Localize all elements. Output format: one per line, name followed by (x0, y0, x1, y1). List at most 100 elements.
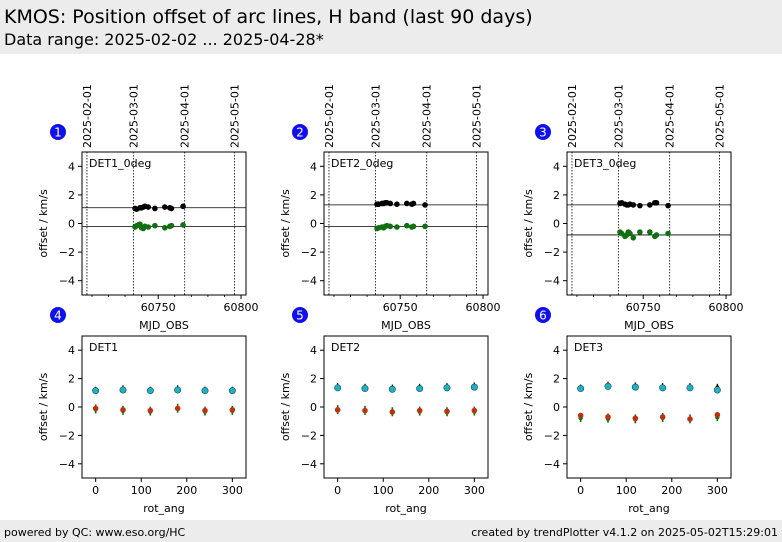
data-point-red (714, 412, 721, 418)
plot-frame (81, 151, 247, 296)
x-tick-label: 60750 (383, 301, 418, 314)
y-tick-label: −4 (544, 275, 560, 288)
y-tick-label: −2 (544, 246, 560, 259)
x-tick-label: 300 (464, 484, 485, 497)
y-tick-label: 0 (68, 401, 75, 414)
y-tick-label: 4 (553, 160, 560, 173)
data-point-cyan (92, 387, 100, 395)
data-point-cyan (659, 384, 667, 392)
y-axis-label: offset / km/s (37, 373, 50, 442)
data-point-black (387, 200, 394, 207)
data-point-black (653, 199, 660, 206)
date-marker-label: 2025-05-01 (713, 84, 726, 148)
footer-right-text: created by trendPlotter v4.1.2 on 2025-0… (471, 526, 778, 539)
data-point-red (120, 407, 126, 413)
data-point-black (630, 202, 637, 208)
data-point-green (404, 222, 410, 229)
x-tick-label: 0 (92, 484, 99, 497)
data-point-black (394, 201, 400, 207)
data-point-green (168, 222, 175, 229)
y-tick-label: 0 (553, 218, 560, 231)
data-point-cyan (334, 384, 342, 392)
x-tick-label: 60800 (709, 301, 744, 314)
y-tick-label: −4 (301, 458, 317, 471)
x-tick-label: 60800 (466, 301, 501, 314)
data-point-cyan (631, 383, 639, 391)
data-point-green (627, 230, 633, 237)
y-tick-label: −4 (59, 275, 75, 288)
data-point-red (334, 407, 341, 413)
plots-canvas: 1 2025-02-01 2025-03-01 2025-04-01 2025-05-0… (37, 84, 744, 515)
data-point-cyan (416, 385, 424, 393)
data-point-cyan (388, 385, 396, 393)
panel-4: 4 −4 −2 0 2 4 0 100 200 300 rot_ang offset / km/s DE… (37, 307, 247, 515)
data-point-black (180, 203, 186, 210)
panel-label: DET1 (89, 341, 118, 354)
data-point-red (416, 407, 423, 414)
panel-2: 2 2025-02-01 2025-03-01 2025-04-01 2025-05-0… (279, 84, 501, 332)
data-point-red (632, 415, 639, 422)
data-point-green (637, 229, 643, 235)
data-point-black (665, 202, 671, 209)
y-tick-label: 0 (310, 401, 317, 414)
y-tick-label: −2 (544, 429, 560, 442)
panel-label: DET2 (331, 341, 360, 354)
y-tick-label: 2 (553, 189, 560, 202)
page-subtitle: Data range: 2025-02-02 ... 2025-04-28* (4, 30, 324, 49)
plot-frame (566, 335, 732, 479)
date-marker-label: 2025-02-01 (81, 84, 94, 148)
date-marker-label: 2025-03-01 (612, 84, 625, 148)
data-point-red (471, 407, 478, 414)
y-tick-label: 2 (68, 189, 75, 202)
data-point-cyan (361, 385, 369, 393)
x-tick-label: 0 (334, 484, 341, 497)
data-point-green (653, 232, 660, 238)
panel-1: 1 2025-02-01 2025-03-01 2025-04-01 2025-05-0… (37, 84, 259, 332)
y-axis-label: offset / km/s (37, 189, 50, 258)
x-tick-label: 200 (418, 484, 439, 497)
data-point-black (145, 204, 152, 210)
y-tick-label: 0 (68, 218, 75, 231)
data-point-cyan (228, 387, 236, 395)
x-tick-label: 100 (373, 484, 394, 497)
date-marker-label: 2025-04-01 (179, 84, 192, 148)
x-tick-label: 300 (707, 484, 728, 497)
plot-frame (323, 335, 489, 479)
y-tick-label: 4 (68, 160, 75, 173)
y-tick-label: 0 (310, 218, 317, 231)
footer-left-text: powered by QC: www.eso.org/HC (4, 526, 186, 539)
panel-badge-number: 5 (296, 309, 304, 323)
y-axis-label: offset / km/s (522, 373, 535, 442)
y-axis-label: offset / km/s (522, 189, 535, 258)
data-point-black (152, 205, 158, 212)
panel-badge-number: 2 (296, 126, 304, 140)
data-point-red (92, 405, 99, 412)
data-point-green (630, 235, 637, 241)
data-point-black (637, 202, 643, 209)
date-marker-label: 2025-03-01 (127, 84, 140, 148)
data-point-black (422, 202, 428, 208)
data-point-cyan (119, 386, 127, 394)
y-tick-label: 0 (553, 401, 560, 414)
data-point-red (687, 416, 693, 422)
footer-bar: powered by QC: www.eso.org/HC created by… (0, 520, 782, 542)
data-point-green (162, 224, 168, 231)
x-tick-label: 100 (616, 484, 637, 497)
header-bar: KMOS: Position offset of arc lines, H ba… (0, 0, 782, 54)
x-tick-label: 60750 (141, 301, 176, 314)
panel-5: 5 −4 −2 0 2 4 0 100 200 300 rot_ang offset / km/s DE… (279, 307, 489, 515)
panel-label: DET2_0deg (331, 157, 393, 170)
data-point-green (422, 223, 428, 230)
x-axis-label: rot_ang (385, 502, 427, 515)
data-point-black (168, 205, 175, 212)
panel-badge-circle (50, 307, 66, 323)
x-tick-label: 200 (661, 484, 682, 497)
date-marker-label: 2025-04-01 (421, 84, 434, 148)
date-marker-label: 2025-04-01 (664, 84, 677, 148)
x-tick-label: 60750 (626, 301, 661, 314)
panel-badge-circle (535, 124, 551, 140)
panel-label: DET3 (574, 341, 603, 354)
y-tick-label: 2 (310, 373, 317, 386)
panel-badge-circle (292, 307, 308, 323)
data-point-cyan (146, 387, 154, 395)
